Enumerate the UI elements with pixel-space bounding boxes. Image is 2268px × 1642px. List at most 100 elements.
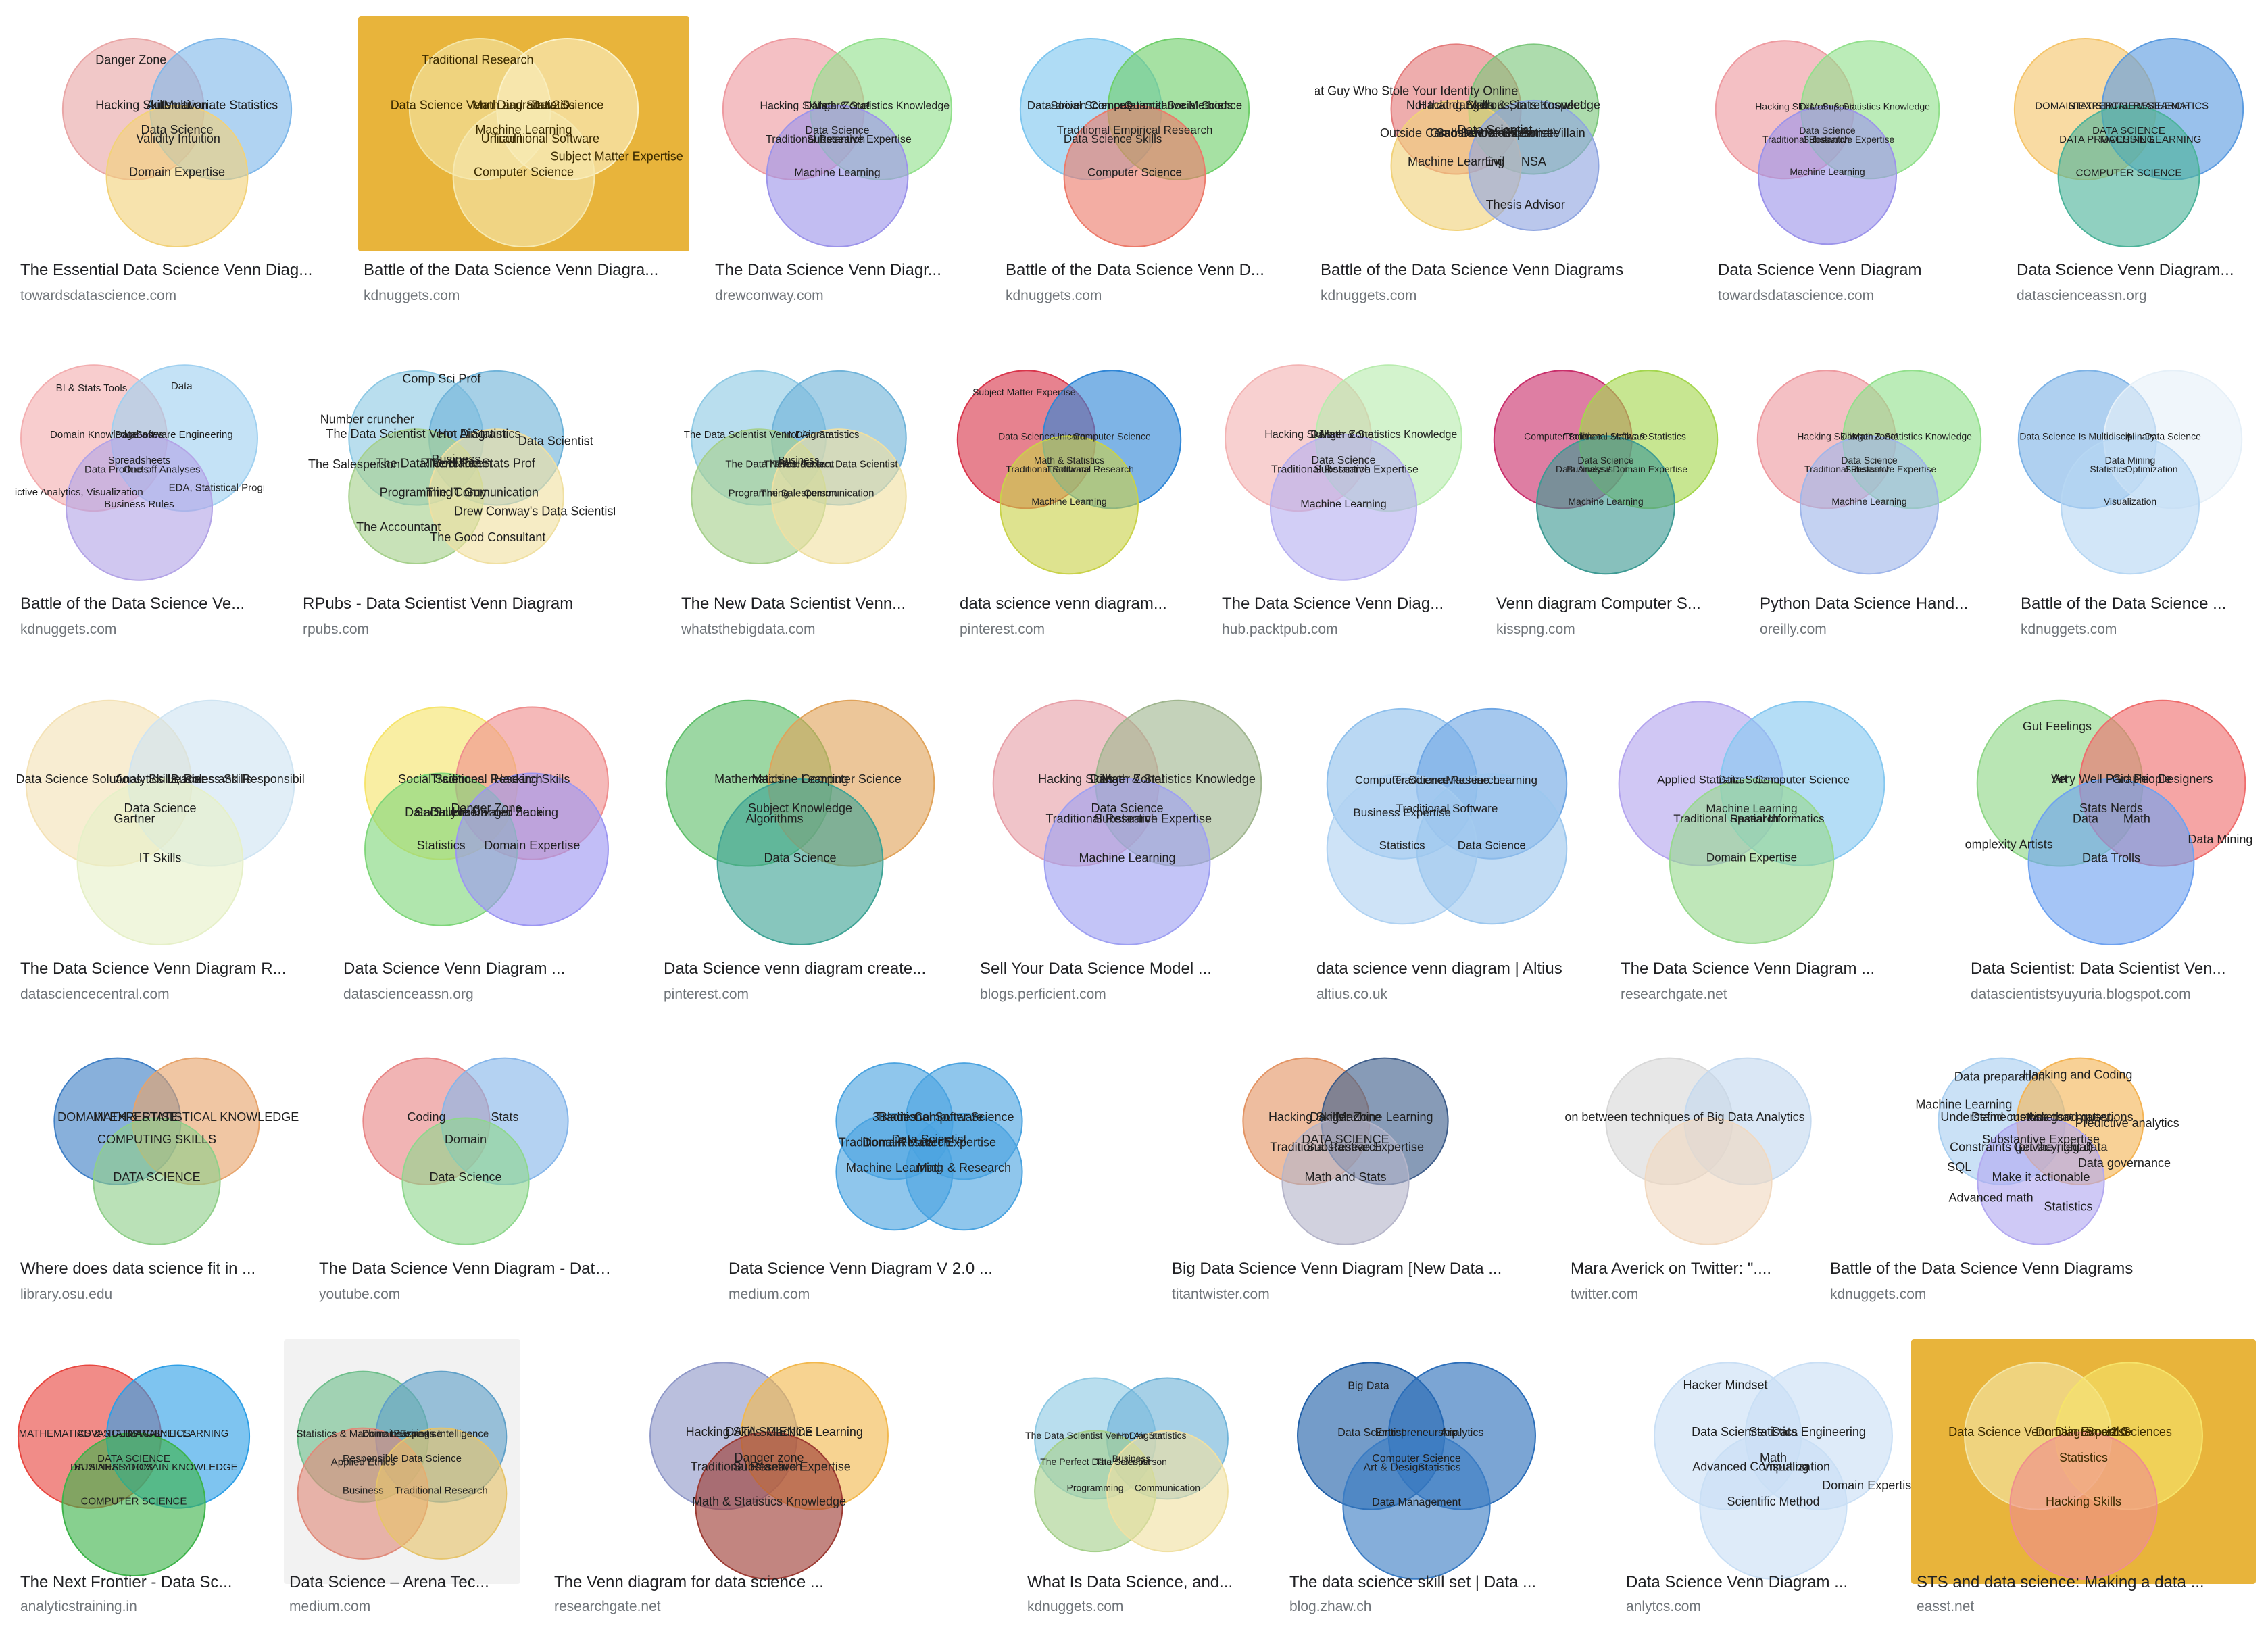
result-source-domain[interactable]: pinterest.com — [664, 987, 749, 1002]
result-title[interactable]: Data Science Venn Diagram ... — [343, 960, 566, 978]
result-source-domain[interactable]: kdnuggets.com — [1321, 288, 1417, 303]
result-thumbnail[interactable]: Hacking Skills Math & Statistics Knowledg… — [710, 16, 965, 251]
result-title[interactable]: data science venn diagram... — [960, 595, 1167, 613]
result-title[interactable]: The Data Science Venn Diagram ... — [1621, 960, 1875, 978]
result-thumbnail[interactable]: Data Science Venn Diagram v2.0 Data Scien… — [358, 16, 689, 251]
result-source-domain[interactable]: datascienceassn.org — [2017, 288, 2147, 303]
result-source-domain[interactable]: kdnuggets.com — [1027, 1599, 1124, 1614]
result-title[interactable]: The Venn diagram for data science ... — [554, 1573, 824, 1591]
result-title[interactable]: Sell Your Data Science Model ... — [980, 960, 1212, 978]
result-source-domain[interactable]: analyticstraining.in — [20, 1599, 137, 1614]
result-thumbnail[interactable]: Domain Knowledge Software Engineering Busi… — [15, 342, 264, 585]
result-title[interactable]: Battle of the Data Science Venn D... — [1006, 261, 1264, 279]
image-result-card[interactable]: Understand customers Ask good questions Ma… — [1825, 1038, 2257, 1307]
result-title[interactable]: Battle of the Data Science Ve... — [20, 595, 245, 613]
image-result-card[interactable]: Hacking Skills Math & Statistics Knowledg… — [975, 674, 1280, 1007]
image-result-card[interactable]: Applied Statistics Computer Science Domain… — [1615, 674, 1888, 1007]
image-result-card[interactable]: Relation between techniques of Big Data … — [1565, 1038, 1852, 1307]
image-result-card[interactable]: The Data Scientist Venn Diagram Statistic… — [297, 342, 615, 642]
image-result-card[interactable]: Data Science Data Engineering Scientific M… — [1621, 1339, 1926, 1619]
result-thumbnail[interactable]: Statistics & Machine Learning Business In… — [284, 1339, 520, 1584]
result-thumbnail[interactable]: Mathematics Computer Science Data Science S… — [658, 674, 942, 950]
result-source-domain[interactable]: blog.zhaw.ch — [1289, 1599, 1372, 1614]
image-result-card[interactable]: Coding Stats Data Science Domain The Data Sc… — [314, 1038, 618, 1307]
result-source-domain[interactable]: twitter.com — [1571, 1287, 1639, 1302]
result-thumbnail[interactable]: Computer Science Maths & Statistics Machin… — [1491, 342, 1721, 585]
result-source-domain[interactable]: datascienceassn.org — [343, 987, 474, 1002]
result-title[interactable]: Data Science Venn Diagram V 2.0 ... — [729, 1260, 993, 1278]
result-title[interactable]: Big Data Science Venn Diagram [New Data … — [1172, 1260, 1502, 1278]
result-thumbnail[interactable]: Social Sciences Hacking Skills Statistics D… — [338, 674, 635, 950]
result-thumbnail[interactable]: Driving the Success of Data Science Solu… — [15, 674, 305, 950]
result-thumbnail[interactable]: The Data Scientist Venn Diagram Statistic… — [297, 342, 615, 585]
result-title[interactable]: The Data Science Venn Diag... — [1222, 595, 1444, 613]
result-thumbnail[interactable]: Understand customers Ask good questions Ma… — [1825, 1038, 2257, 1249]
image-result-card[interactable]: Data Science Venn Diagram v2.0 Data Scien… — [358, 16, 689, 308]
image-result-card[interactable]: Hacking Skills Machine Learning Math & Sta… — [549, 1339, 989, 1619]
image-result-card[interactable]: Computer Science Maths & Statistics Machin… — [1491, 342, 1721, 642]
result-thumbnail[interactable]: Social Sciences Quantitative Methods Compu… — [1000, 16, 1269, 251]
result-title[interactable]: Battle of the Data Science Venn Diagra..… — [364, 261, 659, 279]
result-thumbnail[interactable]: The Data Scientist Venn Diagram Statistic… — [676, 342, 922, 585]
result-thumbnail[interactable]: Data Science Is Multidisciplinary Data Sc… — [2015, 342, 2245, 585]
result-thumbnail[interactable]: Hacking Skills Multivariate Statistics Dom… — [15, 16, 339, 251]
image-result-card[interactable]: Driving the Success of Data Science Solu… — [15, 674, 305, 1007]
image-result-card[interactable]: Hacking Skills Math & Statistics Knowledg… — [1712, 16, 1942, 308]
result-source-domain[interactable]: kdnuggets.com — [364, 288, 460, 303]
result-title[interactable]: Where does data science fit in ... — [20, 1260, 256, 1278]
result-thumbnail[interactable]: Data Scientist Analytics Data Management Co… — [1284, 1339, 1549, 1584]
result-source-domain[interactable]: blogs.perficient.com — [980, 987, 1106, 1002]
result-source-domain[interactable]: towardsdatascience.com — [1718, 288, 1875, 303]
result-title[interactable]: Battle of the Data Science ... — [2021, 595, 2227, 613]
result-title[interactable]: Venn diagram Computer S... — [1496, 595, 1701, 613]
result-title[interactable]: The New Data Scientist Venn... — [681, 595, 906, 613]
result-thumbnail[interactable]: The Data Scientist Venn Diagram Statistic… — [1022, 1339, 1241, 1584]
image-result-card[interactable]: Hacking Skills Machine Learning Math and S… — [1166, 1038, 1525, 1307]
image-result-card[interactable]: DOMAIN EXPERTISE MATHEMATICS COMPUTER SCIE… — [2011, 16, 2246, 308]
result-title[interactable]: Data Science Venn Diagram ... — [1626, 1573, 1848, 1591]
image-result-card[interactable]: Art Graphic Designers Data Trolls Stats Ner… — [1965, 674, 2257, 1007]
result-thumbnail[interactable]: 3Blades Computer Science Machine Learning M… — [723, 1038, 1135, 1249]
result-thumbnail[interactable]: Hacking Skills Machine Learning Math & Sta… — [549, 1339, 989, 1584]
result-source-domain[interactable]: medium.com — [729, 1287, 810, 1302]
image-result-card[interactable]: Social Sciences Quantitative Methods Compu… — [1000, 16, 1269, 308]
result-title[interactable]: Data Science venn diagram create... — [664, 960, 927, 978]
result-title[interactable]: STS and data science: Making a data ... — [1917, 1573, 2204, 1591]
result-thumbnail[interactable]: DOMAIN EXPERTISE MATHEMATICS COMPUTER SCIE… — [2011, 16, 2246, 251]
image-result-card[interactable]: Hacking Skills Math & Statistics Knowledg… — [1216, 342, 1471, 642]
result-thumbnail[interactable]: Data Science Venn Diagram v2.0 Social Sci… — [1911, 1339, 2256, 1584]
result-thumbnail[interactable]: Coding Stats Data Science Domain — [314, 1038, 618, 1249]
image-result-card[interactable]: Data Scientist Analytics Data Management Co… — [1284, 1339, 1549, 1619]
result-source-domain[interactable]: oreilly.com — [1760, 622, 1827, 637]
image-result-card[interactable]: Data Science Computer Science Machine Lear… — [954, 342, 1184, 642]
image-result-card[interactable]: Hacking Skills Math & Statistics Knowledg… — [1754, 342, 1984, 642]
result-thumbnail[interactable]: Data Science Data Engineering Scientific M… — [1621, 1339, 1926, 1584]
result-source-domain[interactable]: pinterest.com — [960, 622, 1045, 637]
result-thumbnail[interactable]: Hacking Skills Math & Statistics Knowledg… — [1712, 16, 1942, 251]
result-source-domain[interactable]: researchgate.net — [554, 1599, 661, 1614]
result-source-domain[interactable]: kdnuggets.com — [1006, 288, 1102, 303]
result-title[interactable]: data science venn diagram | Altius — [1316, 960, 1562, 978]
result-title[interactable]: Data Science – Arena Tec... — [289, 1573, 489, 1591]
result-source-domain[interactable]: kdnuggets.com — [2021, 622, 2117, 637]
result-source-domain[interactable]: whatsthebigdata.com — [681, 622, 816, 637]
image-result-card[interactable]: Hacking Skills Multivariate Statistics Dom… — [15, 16, 339, 308]
result-source-domain[interactable]: towardsdatascience.com — [20, 288, 177, 303]
result-title[interactable]: RPubs - Data Scientist Venn Diagram — [303, 595, 574, 613]
image-result-card[interactable]: Mathematics Computer Science Data Science S… — [658, 674, 942, 1007]
result-source-domain[interactable]: kisspng.com — [1496, 622, 1575, 637]
result-source-domain[interactable]: datasciencecentral.com — [20, 987, 170, 1002]
image-result-card[interactable]: Data Science Is Multidisciplinary Data Sc… — [2015, 342, 2245, 642]
result-source-domain[interactable]: researchgate.net — [1621, 987, 1727, 1002]
result-thumbnail[interactable]: Computer Science Machine Learning Statisti… — [1311, 674, 1583, 950]
result-source-domain[interactable]: datascientistsyuyuria.blogspot.com — [1971, 987, 2191, 1002]
image-result-card[interactable]: Statistics & Machine Learning Business In… — [284, 1339, 520, 1619]
result-title[interactable]: The Data Science Venn Diagr... — [715, 261, 941, 279]
result-title[interactable]: The data science skill set | Data ... — [1289, 1573, 1537, 1591]
result-source-domain[interactable]: drewconway.com — [715, 288, 824, 303]
result-title[interactable]: What Is Data Science, and... — [1027, 1573, 1233, 1591]
result-source-domain[interactable]: medium.com — [289, 1599, 371, 1614]
image-result-card[interactable]: Domain Knowledge Software Engineering Busi… — [15, 342, 264, 642]
result-thumbnail[interactable]: Hacking Skills Math & Statistics Knowledg… — [1754, 342, 1984, 585]
result-source-domain[interactable]: kdnuggets.com — [1830, 1287, 1927, 1302]
